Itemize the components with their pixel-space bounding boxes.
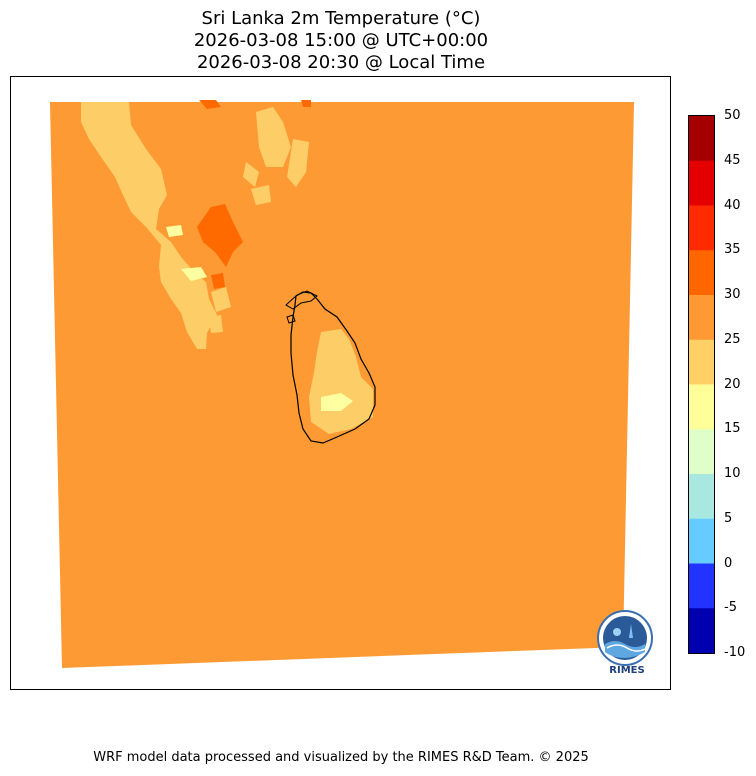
colorbar-tick-label: 5 — [724, 510, 733, 526]
map-title: Sri Lanka 2m Temperature (°C) 2026-03-08… — [0, 8, 682, 74]
temp-zone-20-25 — [287, 139, 309, 187]
mannar-island — [286, 314, 296, 324]
colorbar-tick-label: 40 — [724, 197, 741, 213]
temp-zone-30-35 — [199, 100, 221, 109]
temp-zone-15-20 — [321, 393, 353, 411]
title-line-2: 2026-03-08 15:00 @ UTC+00:00 — [193, 30, 489, 51]
colorbar-swatch — [689, 563, 714, 609]
colorbar-tick-label: 35 — [724, 242, 741, 258]
colorbar-swatch — [689, 608, 714, 653]
colorbar — [688, 115, 715, 654]
temp-zone-15-20 — [166, 225, 183, 237]
colorbar-swatch — [689, 116, 714, 162]
temp-zone-20-25 — [209, 315, 223, 333]
temp-zone-30-35 — [301, 100, 311, 107]
colorbar-swatch — [689, 250, 714, 296]
temp-zone-20-25 — [243, 162, 259, 187]
temp-zone-30-35 — [197, 204, 243, 267]
colorbar-swatch — [689, 205, 714, 251]
colorbar-tick-label: 25 — [724, 331, 741, 347]
temp-zone-20-25 — [256, 107, 291, 167]
colorbar-swatch — [689, 339, 714, 385]
map-frame — [10, 76, 671, 690]
rimes-logo-text: RIMES — [609, 665, 645, 676]
rimes-logo-emblem — [597, 610, 653, 666]
title-line-3: 2026-03-08 20:30 @ Local Time — [196, 52, 486, 73]
temp-zone-20-25 — [81, 102, 217, 349]
colorbar-tick-label: 45 — [724, 152, 741, 168]
colorbar-tick-label: 0 — [724, 555, 733, 571]
rimes-logo: RIMES — [595, 608, 659, 680]
colorbar-swatch — [689, 160, 714, 206]
colorbar-tick-label: 50 — [724, 108, 741, 123]
footer-credit: WRF model data processed and visualized … — [93, 750, 589, 765]
colorbar-tick-label: 30 — [724, 287, 741, 302]
temp-zone-30-35 — [211, 273, 225, 289]
colorbar-swatch — [689, 474, 714, 520]
colorbar-tick-label: -10 — [724, 645, 746, 660]
colorbar-labels: 50 45 40 35 30 25 20 15 10 5 0 -5 -10 — [724, 109, 754, 660]
temperature-map — [50, 100, 634, 668]
temp-zone-20-25 — [251, 185, 271, 205]
sri-lanka-coastline — [290, 291, 376, 444]
colorbar-swatches — [689, 116, 714, 653]
title-line-1: Sri Lanka 2m Temperature (°C) — [201, 8, 481, 29]
colorbar-tick-label: 10 — [724, 466, 741, 481]
colorbar-tick-label: 15 — [724, 421, 741, 437]
temp-zone-20-25 — [211, 287, 231, 312]
colorbar-swatch — [689, 429, 714, 475]
jaffna-peninsula — [285, 290, 318, 310]
colorbar-tick-label: 20 — [724, 376, 741, 392]
colorbar-tick-label: -5 — [724, 600, 737, 616]
colorbar-swatch — [689, 384, 714, 430]
colorbar-swatch — [689, 295, 714, 341]
colorbar-swatch — [689, 518, 714, 564]
temp-zone-15-20 — [181, 267, 207, 281]
